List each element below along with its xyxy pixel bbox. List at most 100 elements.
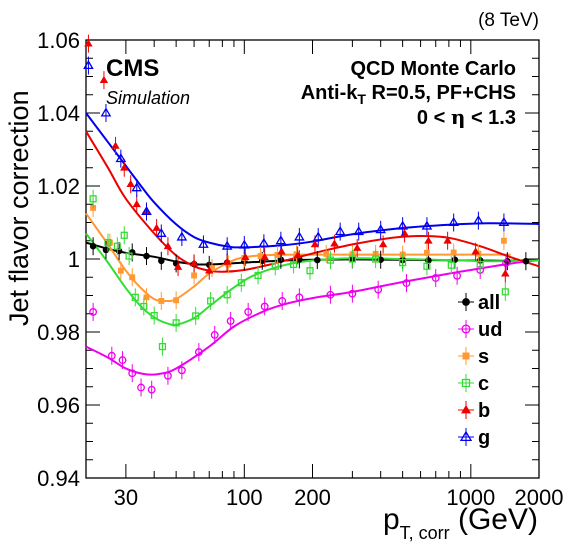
marker-g [397, 220, 408, 230]
marker-b [310, 240, 320, 248]
marker-g [238, 239, 250, 249]
marker-b [424, 236, 433, 244]
marker-s [117, 267, 124, 274]
y-tick-label: 0.98 [37, 320, 80, 345]
marker-c [447, 261, 455, 269]
marker-s [257, 253, 264, 260]
marker-c [399, 259, 407, 267]
marker-g [258, 237, 270, 247]
marker-ud [226, 317, 235, 325]
marker-b [84, 39, 93, 47]
marker-c [254, 271, 262, 280]
marker-c [125, 252, 133, 260]
marker-c [207, 297, 215, 305]
info-line-2: Anti-kT R=0.5, PF+CHS [301, 82, 516, 107]
fit-curve-b [85, 130, 540, 273]
marker-b [189, 259, 199, 267]
marker-g [375, 224, 387, 234]
y-tick-label: 1.06 [37, 28, 80, 53]
marker-c [271, 262, 279, 270]
marker-ud [374, 285, 383, 294]
marker-ud [210, 330, 219, 339]
marker-b [330, 239, 339, 247]
fit-curves [85, 112, 540, 376]
marker-b [501, 269, 510, 277]
marker-all [277, 256, 285, 264]
marker-b [378, 240, 388, 248]
marker-ud [431, 274, 440, 282]
marker-b [400, 229, 409, 237]
marker-c [289, 260, 298, 269]
fit-curve-ud [85, 259, 540, 376]
marker-ud [326, 290, 335, 299]
marker-b [471, 247, 480, 255]
marker-c [131, 293, 139, 301]
marker-c [237, 279, 245, 287]
marker-g [294, 231, 305, 241]
marker-c [113, 242, 121, 250]
y-tick-label: 1.02 [37, 174, 80, 199]
marker-b [205, 266, 214, 274]
marker-c [306, 267, 314, 275]
legend-marker-all [462, 298, 470, 306]
legend-label-ud: ud [478, 319, 502, 341]
y-axis-label: Jet flavor correction [4, 90, 34, 326]
legend-label-s: s [478, 346, 489, 368]
marker-c [192, 312, 200, 320]
marker-b [111, 141, 120, 149]
marker-ud [244, 307, 253, 316]
marker-s [209, 265, 215, 272]
x-tick-label: 30 [114, 485, 138, 510]
marker-g [83, 59, 94, 70]
data-markers [83, 34, 530, 399]
marker-c [423, 262, 431, 270]
x-tick-label: 100 [226, 485, 263, 510]
marker-c [158, 343, 167, 351]
marker-all [89, 242, 97, 250]
legend-marker-c [461, 378, 471, 388]
marker-all [158, 257, 165, 265]
marker-s [106, 239, 113, 246]
marker-b [241, 252, 250, 261]
marker-s [129, 274, 136, 281]
marker-c [326, 256, 335, 264]
marker-ud [147, 385, 156, 394]
marker-g [100, 107, 112, 117]
marker-b [277, 247, 286, 255]
marker-s [274, 252, 281, 258]
marker-b [163, 241, 173, 250]
marker-s [450, 249, 457, 256]
axis-ticks [85, 39, 540, 479]
legend-marker-b [461, 404, 471, 414]
y-tick-labels: 0.94 0.96 0.98 1 1.02 1.04 1.06 [37, 28, 80, 491]
marker-g [448, 216, 460, 227]
cms-label: CMS [106, 55, 159, 82]
y-tick-label: 0.96 [37, 393, 80, 418]
info-line-1: QCD Monte Carlo [350, 58, 516, 80]
marker-s [423, 249, 430, 256]
marker-g [198, 238, 209, 248]
marker-s [173, 297, 180, 304]
marker-s [191, 272, 198, 279]
marker-b [222, 257, 232, 265]
x-tick-labels: 30 100 200 1000 2000 [114, 485, 564, 510]
legend-label-all: all [478, 292, 500, 314]
marker-all [128, 249, 136, 256]
marker-c [476, 260, 484, 269]
marker-g [131, 182, 143, 192]
marker-c [120, 231, 128, 239]
marker-c [223, 291, 231, 299]
legend-label-c: c [478, 373, 489, 395]
marker-s [323, 250, 330, 257]
marker-g [312, 231, 324, 241]
marker-b [126, 179, 135, 188]
fit-curve-c [85, 232, 540, 326]
legend-marker-ud [461, 324, 471, 334]
marker-ud [128, 369, 137, 378]
marker-b [293, 251, 302, 259]
marker-g [176, 231, 188, 241]
marker-ud [278, 297, 287, 305]
marker-b [120, 163, 129, 171]
marker-s [90, 204, 97, 211]
marker-g [221, 240, 233, 250]
